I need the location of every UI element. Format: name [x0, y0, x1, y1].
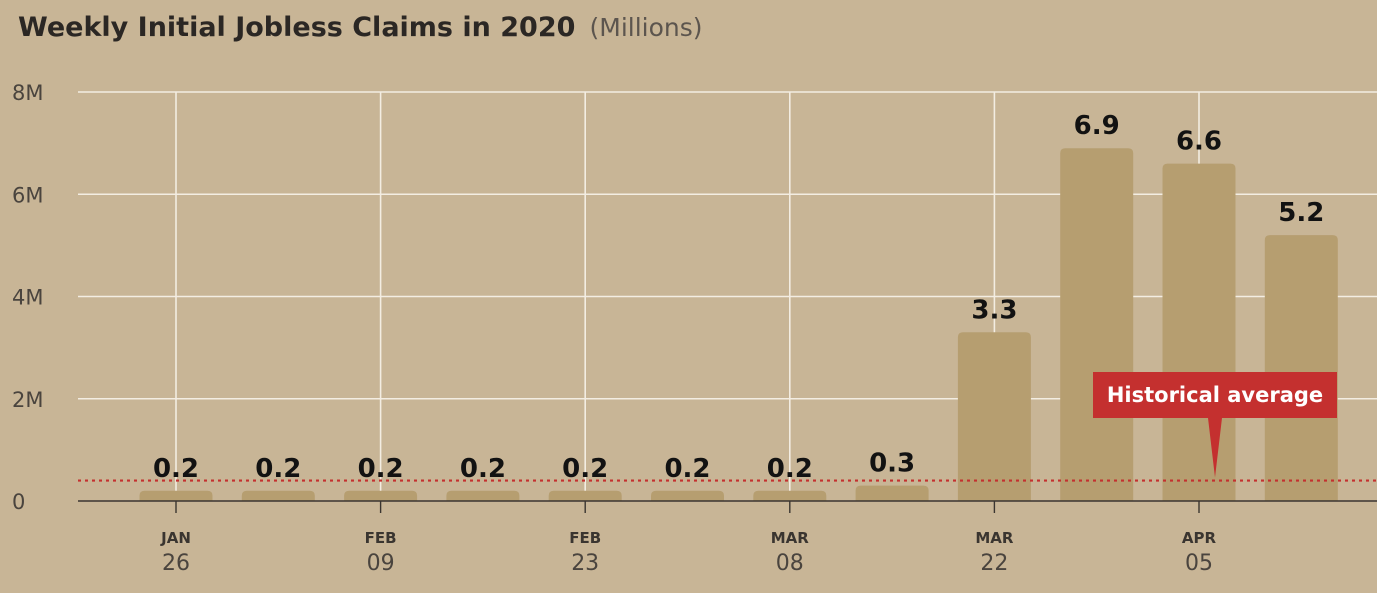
chart-title: Weekly Initial Jobless Claims in 2020	[18, 12, 575, 43]
x-tick-day: 26	[162, 551, 190, 576]
x-tick-day: 23	[571, 551, 599, 576]
bar	[1264, 235, 1338, 501]
svg-text:Weekly Initial Jobless Claims: Weekly Initial Jobless Claims in 2020 (M…	[18, 12, 703, 43]
bar	[1060, 148, 1134, 502]
data-label: 0.2	[460, 454, 506, 484]
data-label: 6.6	[1176, 127, 1222, 157]
data-label: 6.9	[1074, 111, 1120, 141]
x-tick-day: 09	[367, 551, 395, 576]
x-tick-month: APR	[1182, 529, 1217, 547]
chart-subtitle: (Millions)	[590, 13, 703, 42]
data-label: 0.2	[358, 454, 404, 484]
bar	[344, 490, 418, 501]
y-tick-label: 4M	[12, 286, 43, 310]
x-tick-month: FEB	[365, 529, 397, 547]
y-tick-label: 8M	[12, 81, 43, 105]
x-tick-month: JAN	[160, 529, 191, 547]
data-label: 0.2	[153, 454, 199, 484]
bar	[651, 490, 724, 501]
bar	[139, 490, 213, 501]
bar	[957, 332, 1031, 501]
data-label: 3.3	[971, 295, 1017, 325]
x-tick-day: 22	[980, 551, 1008, 576]
x-tick-month: MAR	[975, 529, 1014, 547]
bar	[446, 490, 520, 501]
x-tick-month: FEB	[569, 529, 601, 547]
bars	[139, 148, 1338, 502]
y-tick-label: 0	[12, 490, 25, 514]
x-tick-month: MAR	[771, 529, 810, 547]
data-label: 0.2	[664, 454, 710, 484]
y-tick-label: 6M	[12, 183, 43, 207]
bar	[855, 485, 929, 501]
data-label: 0.2	[255, 454, 301, 484]
y-tick-label: 2M	[12, 388, 43, 412]
x-tick-day: 05	[1185, 551, 1213, 576]
historical-average-label: Historical average	[1107, 383, 1323, 407]
historical-average-callout-box	[1093, 372, 1337, 478]
x-tick-day: 08	[776, 551, 804, 576]
data-labels: 0.2 0.2 0.2 0.2 0.2 0.2 0.2 0.3 3.3 6.9 6.6 5.2	[153, 111, 1324, 484]
bar	[753, 490, 827, 501]
historical-average-annotation: Historical average	[1093, 372, 1337, 478]
bar	[1162, 163, 1236, 501]
data-label: 0.2	[767, 454, 813, 484]
data-label: 5.2	[1278, 198, 1324, 228]
data-label: 0.2	[562, 454, 608, 484]
axes: 0 2M 4M 6M 8M JAN 26 FEB 09 MAR 08 FEB 23 MAR 22 APR 05	[12, 81, 1377, 576]
bar	[241, 490, 315, 501]
bar	[548, 490, 622, 501]
data-label: 0.3	[869, 449, 915, 479]
